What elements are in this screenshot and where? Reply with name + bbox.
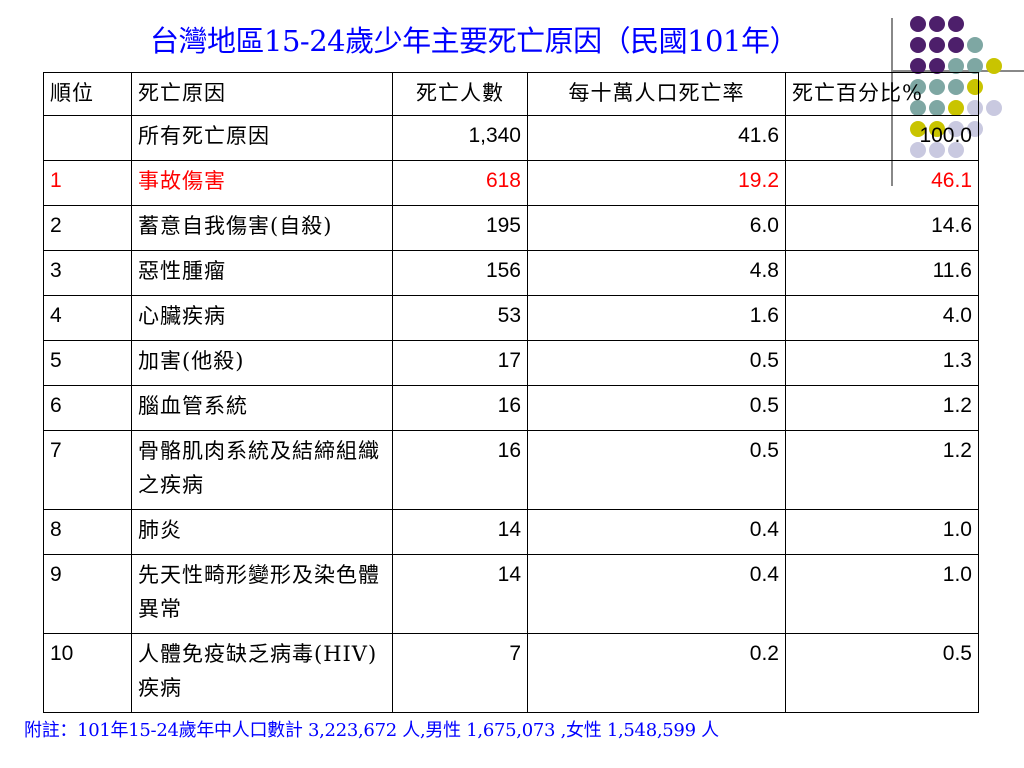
- rate-cell: 4.8: [527, 250, 786, 296]
- deaths-cell: 618: [392, 160, 528, 206]
- rate-cell: 0.5: [527, 340, 786, 386]
- table-row: 3 惡性腫瘤 156 4.8 11.6: [43, 250, 979, 296]
- header-rate: 每十萬人口死亡率: [527, 72, 786, 116]
- percent-cell: 1.0: [785, 509, 979, 555]
- decor-dot: [929, 58, 945, 74]
- percent-cell: 1.0: [785, 554, 979, 634]
- deaths-cell: 53: [392, 295, 528, 341]
- deaths-cell: 14: [392, 554, 528, 634]
- table-row: 10 人體免疫缺乏病毒(HIV)疾病 7 0.2 0.5: [43, 633, 979, 713]
- decor-dot: [967, 37, 983, 53]
- slide-title: 台灣地區15-24歲少年主要死亡原因（民國101年）: [150, 24, 798, 58]
- footnote: 附註：101年15-24歲年中人口數計 3,223,672 人,男性 1,675…: [24, 720, 719, 741]
- header-percent: 死亡百分比%: [785, 72, 979, 116]
- rate-cell: 0.4: [527, 554, 786, 634]
- decor-dot: [910, 16, 926, 32]
- percent-cell: 100.0: [785, 115, 979, 161]
- table-header-row: 順位 死亡原因 死亡人數 每十萬人口死亡率 死亡百分比%: [43, 72, 979, 116]
- decor-dot: [929, 16, 945, 32]
- cause-cell: 骨骼肌肉系統及結締組織之疾病: [131, 430, 393, 510]
- rate-cell: 0.4: [527, 509, 786, 555]
- percent-cell: 1.2: [785, 385, 979, 431]
- percent-cell: 46.1: [785, 160, 979, 206]
- rate-cell: 6.0: [527, 205, 786, 251]
- deaths-cell: 7: [392, 633, 528, 713]
- rate-cell: 19.2: [527, 160, 786, 206]
- rate-cell: 1.6: [527, 295, 786, 341]
- decor-dot: [967, 58, 983, 74]
- rank-cell: 8: [43, 509, 132, 555]
- rate-cell: 0.5: [527, 430, 786, 510]
- cause-cell: 事故傷害: [131, 160, 393, 206]
- cause-cell: 惡性腫瘤: [131, 250, 393, 296]
- percent-cell: 4.0: [785, 295, 979, 341]
- table-row: 4 心臟疾病 53 1.6 4.0: [43, 295, 979, 341]
- percent-cell: 1.3: [785, 340, 979, 386]
- rank-cell: 4: [43, 295, 132, 341]
- rank-cell: [43, 115, 132, 161]
- cause-cell: 心臟疾病: [131, 295, 393, 341]
- table-row: 2 蓄意自我傷害(自殺) 195 6.0 14.6: [43, 205, 979, 251]
- decor-dot: [948, 37, 964, 53]
- rank-cell: 2: [43, 205, 132, 251]
- cause-cell: 人體免疫缺乏病毒(HIV)疾病: [131, 633, 393, 713]
- header-deaths: 死亡人數: [392, 72, 528, 116]
- table-row: 1 事故傷害 618 19.2 46.1: [43, 160, 979, 206]
- rank-cell: 1: [43, 160, 132, 206]
- rate-cell: 0.5: [527, 385, 786, 431]
- cause-cell: 所有死亡原因: [131, 115, 393, 161]
- deaths-cell: 16: [392, 385, 528, 431]
- table-row: 5 加害(他殺) 17 0.5 1.3: [43, 340, 979, 386]
- deaths-cell: 17: [392, 340, 528, 386]
- percent-cell: 1.2: [785, 430, 979, 510]
- rank-cell: 7: [43, 430, 132, 510]
- cause-cell: 腦血管系統: [131, 385, 393, 431]
- decor-dot: [929, 37, 945, 53]
- cause-cell: 加害(他殺): [131, 340, 393, 386]
- deaths-cell: 195: [392, 205, 528, 251]
- deaths-cell: 1,340: [392, 115, 528, 161]
- table-row: 9 先天性畸形變形及染色體異常 14 0.4 1.0: [43, 554, 979, 634]
- deaths-cell: 14: [392, 509, 528, 555]
- table-row: 6 腦血管系統 16 0.5 1.2: [43, 385, 979, 431]
- percent-cell: 14.6: [785, 205, 979, 251]
- decor-dot: [986, 100, 1002, 116]
- rank-cell: 5: [43, 340, 132, 386]
- header-cause: 死亡原因: [131, 72, 393, 116]
- header-rank: 順位: [43, 72, 132, 116]
- percent-cell: 0.5: [785, 633, 979, 713]
- percent-cell: 11.6: [785, 250, 979, 296]
- rank-cell: 9: [43, 554, 132, 634]
- cause-cell: 肺炎: [131, 509, 393, 555]
- decor-dot: [910, 58, 926, 74]
- cause-cell: 蓄意自我傷害(自殺): [131, 205, 393, 251]
- deaths-cell: 156: [392, 250, 528, 296]
- cause-cell: 先天性畸形變形及染色體異常: [131, 554, 393, 634]
- decor-dot: [910, 37, 926, 53]
- rank-cell: 6: [43, 385, 132, 431]
- table-row: 所有死亡原因 1,340 41.6 100.0: [43, 115, 979, 161]
- decor-dot: [948, 16, 964, 32]
- rate-cell: 41.6: [527, 115, 786, 161]
- death-causes-table: 順位 死亡原因 死亡人數 每十萬人口死亡率 死亡百分比% 所有死亡原因 1,340…: [43, 72, 979, 713]
- rate-cell: 0.2: [527, 633, 786, 713]
- rank-cell: 3: [43, 250, 132, 296]
- deaths-cell: 16: [392, 430, 528, 510]
- decor-dot: [948, 58, 964, 74]
- decor-dot: [986, 58, 1002, 74]
- rank-cell: 10: [43, 633, 132, 713]
- table-row: 8 肺炎 14 0.4 1.0: [43, 509, 979, 555]
- table-row: 7 骨骼肌肉系統及結締組織之疾病 16 0.5 1.2: [43, 430, 979, 510]
